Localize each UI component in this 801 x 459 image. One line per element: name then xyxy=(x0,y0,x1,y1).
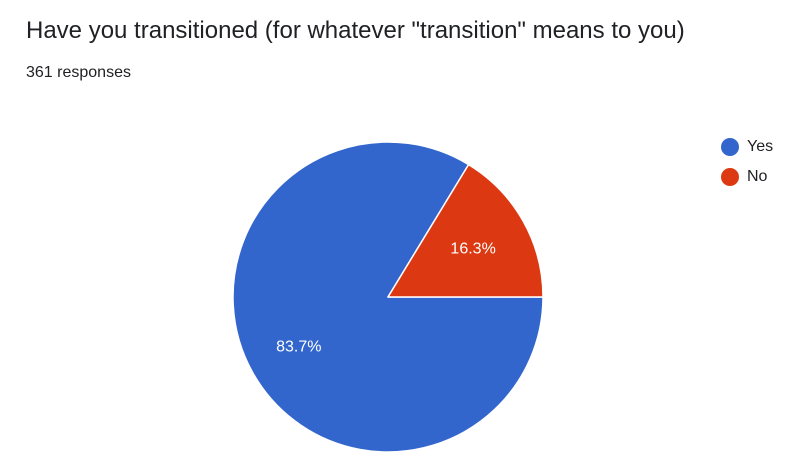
legend-item-no[interactable]: No xyxy=(721,167,797,187)
response-count: 361 responses xyxy=(26,64,131,81)
legend-label-yes: Yes xyxy=(747,138,774,155)
legend-item-yes[interactable]: Yes xyxy=(721,137,797,157)
slice-label-yes: 83.7% xyxy=(276,339,321,356)
legend-swatch-yes xyxy=(721,138,739,156)
pie-slice-no[interactable] xyxy=(387,163,544,298)
slice-label-no: 16.3% xyxy=(450,241,495,258)
legend-label-no: No xyxy=(747,168,768,185)
chart-legend: Yes No xyxy=(721,137,797,197)
legend-swatch-no xyxy=(721,168,739,186)
question-title: Have you transitioned (for whatever "tra… xyxy=(26,17,685,44)
